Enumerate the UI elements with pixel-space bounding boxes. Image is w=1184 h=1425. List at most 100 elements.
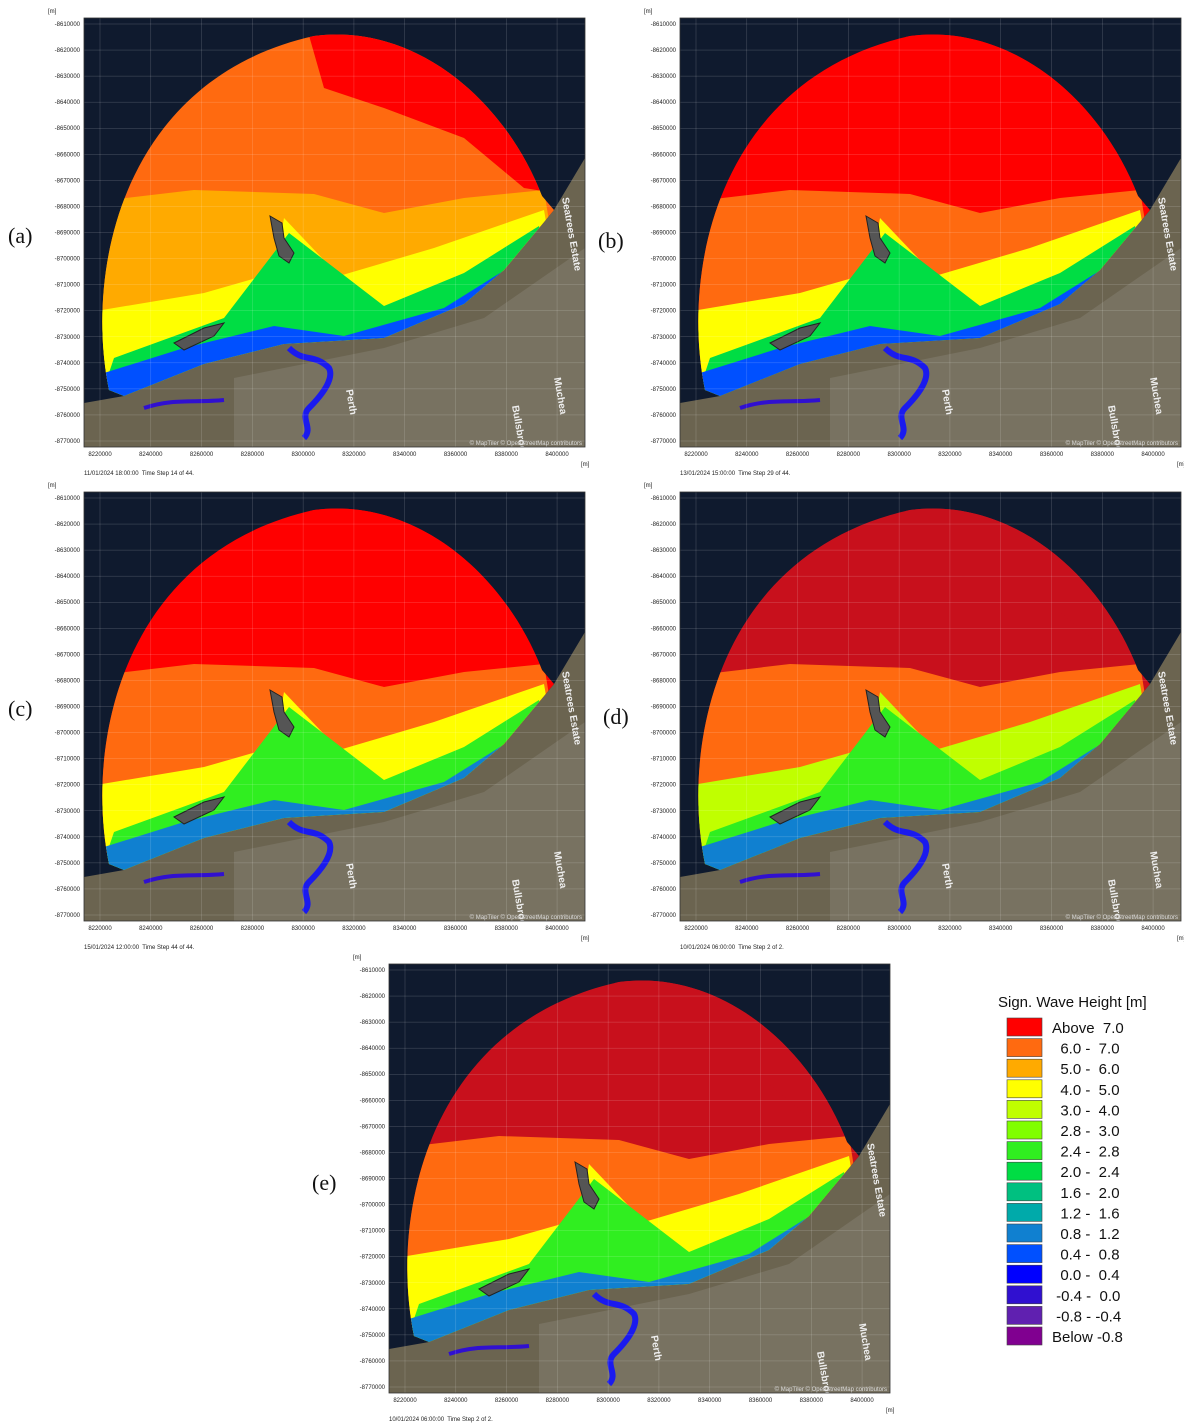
legend-swatch [1007, 1142, 1042, 1160]
x-tick-label: 8240000 [139, 452, 163, 458]
y-tick-label: -8640000 [651, 574, 677, 580]
legend-swatch [1007, 1265, 1042, 1283]
y-tick-label: -8770000 [360, 1385, 386, 1391]
y-tick-label: -8740000 [651, 835, 677, 841]
legend-label: 2.8 - 3.0 [1052, 1123, 1120, 1140]
y-tick-label: -8710000 [360, 1229, 386, 1235]
y-tick-label: -8630000 [55, 548, 81, 554]
panel-caption: 15/01/2024 12:00:00 Time Step 44 of 44. [84, 945, 195, 951]
legend-title: Sign. Wave Height [m] [998, 994, 1147, 1011]
legend-swatch [1007, 1018, 1042, 1036]
x-tick-label: 8240000 [735, 452, 759, 458]
map-panel: PerthSeatrees EstateMucheaBullsbrook© Ma… [644, 483, 1184, 951]
x-tick-label: 8260000 [190, 926, 214, 932]
x-tick-label: 8280000 [837, 452, 861, 458]
y-tick-label: -8690000 [55, 705, 81, 711]
legend-label: 0.4 - 0.8 [1052, 1247, 1120, 1264]
legend-swatch [1007, 1306, 1042, 1324]
y-tick-label: -8680000 [360, 1150, 386, 1156]
legend-label: -0.4 - 0.0 [1052, 1288, 1120, 1305]
legend-label: 0.0 - 0.4 [1052, 1267, 1120, 1284]
legend: Sign. Wave Height [m]Above 7.0 6.0 - 7.0… [998, 994, 1147, 1346]
y-tick-label: -8610000 [651, 22, 677, 28]
x-tick-label: 8400000 [545, 926, 569, 932]
x-tick-label: 8400000 [545, 452, 569, 458]
legend-swatch [1007, 1039, 1042, 1057]
map: PerthSeatrees EstateMucheaBullsbrook© Ma… [84, 18, 585, 458]
y-tick-label: -8650000 [651, 126, 677, 132]
map: PerthSeatrees EstateMucheaBullsbrook© Ma… [389, 964, 890, 1404]
legend-label: 1.2 - 1.6 [1052, 1205, 1120, 1222]
x-tick-label: 8240000 [139, 926, 163, 932]
legend-swatch [1007, 1203, 1042, 1221]
y-tick-label: -8710000 [651, 757, 677, 763]
attribution: © MapTiler © OpenStreetMap contributors [1066, 914, 1178, 921]
x-unit: [m] [1177, 462, 1184, 468]
x-unit: [m] [581, 936, 590, 942]
y-tick-label: -8730000 [651, 335, 677, 341]
y-tick-label: -8730000 [55, 335, 81, 341]
legend-label: 0.8 - 1.2 [1052, 1226, 1120, 1243]
panel-label: (e) [312, 1170, 336, 1195]
y-tick-label: -8700000 [55, 257, 81, 263]
legend-swatch [1007, 1245, 1042, 1263]
x-tick-label: 8280000 [241, 452, 265, 458]
x-tick-label: 8320000 [647, 1398, 671, 1404]
x-tick-label: 8220000 [88, 926, 112, 932]
panel-caption: 10/01/2024 06:00:00 Time Step 2 of 2. [389, 1417, 493, 1423]
y-tick-label: -8670000 [651, 652, 677, 658]
legend-swatch [1007, 1059, 1042, 1077]
x-tick-label: 8380000 [1091, 926, 1115, 932]
x-tick-label: 8260000 [786, 926, 810, 932]
y-tick-label: -8770000 [651, 913, 677, 919]
y-tick-label: -8700000 [651, 731, 677, 737]
y-unit: [m] [48, 9, 57, 15]
y-tick-label: -8630000 [651, 548, 677, 554]
y-tick-label: -8620000 [651, 48, 677, 54]
y-tick-label: -8750000 [651, 861, 677, 867]
y-tick-label: -8650000 [651, 600, 677, 606]
y-tick-label: -8660000 [651, 152, 677, 158]
y-tick-label: -8660000 [55, 152, 81, 158]
map-panel: PerthSeatrees EstateMucheaBullsbrook© Ma… [353, 955, 895, 1423]
y-tick-label: -8760000 [651, 413, 677, 419]
y-tick-label: -8760000 [360, 1359, 386, 1365]
x-tick-label: 8300000 [887, 452, 911, 458]
y-tick-label: -8680000 [651, 678, 677, 684]
y-tick-label: -8690000 [651, 231, 677, 237]
x-tick-label: 8360000 [444, 926, 468, 932]
attribution: © MapTiler © OpenStreetMap contributors [1066, 440, 1178, 447]
x-tick-label: 8360000 [1040, 452, 1064, 458]
y-tick-label: -8650000 [55, 600, 81, 606]
y-tick-label: -8620000 [360, 994, 386, 1000]
legend-swatch [1007, 1121, 1042, 1139]
y-tick-label: -8630000 [360, 1020, 386, 1026]
y-unit: [m] [48, 483, 57, 489]
y-tick-label: -8720000 [651, 309, 677, 315]
y-tick-label: -8640000 [55, 574, 81, 580]
x-unit: [m] [1177, 936, 1184, 942]
y-tick-label: -8720000 [55, 783, 81, 789]
y-tick-label: -8670000 [55, 178, 81, 184]
legend-swatch [1007, 1080, 1042, 1098]
x-tick-label: 8220000 [393, 1398, 417, 1404]
x-tick-label: 8240000 [735, 926, 759, 932]
y-tick-label: -8740000 [360, 1307, 386, 1313]
map-panel: PerthSeatrees EstateMucheaBullsbrook© Ma… [48, 483, 590, 951]
legend-label: -0.8 - -0.4 [1052, 1308, 1121, 1325]
y-tick-label: -8730000 [651, 809, 677, 815]
x-tick-label: 8320000 [938, 452, 962, 458]
x-tick-label: 8340000 [989, 452, 1013, 458]
y-tick-label: -8700000 [651, 257, 677, 263]
y-tick-label: -8680000 [55, 204, 81, 210]
x-tick-label: 8220000 [684, 926, 708, 932]
y-tick-label: -8750000 [360, 1333, 386, 1339]
figure: PerthSeatrees EstateMucheaBullsbrook© Ma… [0, 0, 1184, 1425]
y-tick-label: -8610000 [55, 22, 81, 28]
y-tick-label: -8690000 [651, 705, 677, 711]
y-tick-label: -8750000 [651, 387, 677, 393]
y-tick-label: -8700000 [360, 1203, 386, 1209]
x-tick-label: 8280000 [546, 1398, 570, 1404]
